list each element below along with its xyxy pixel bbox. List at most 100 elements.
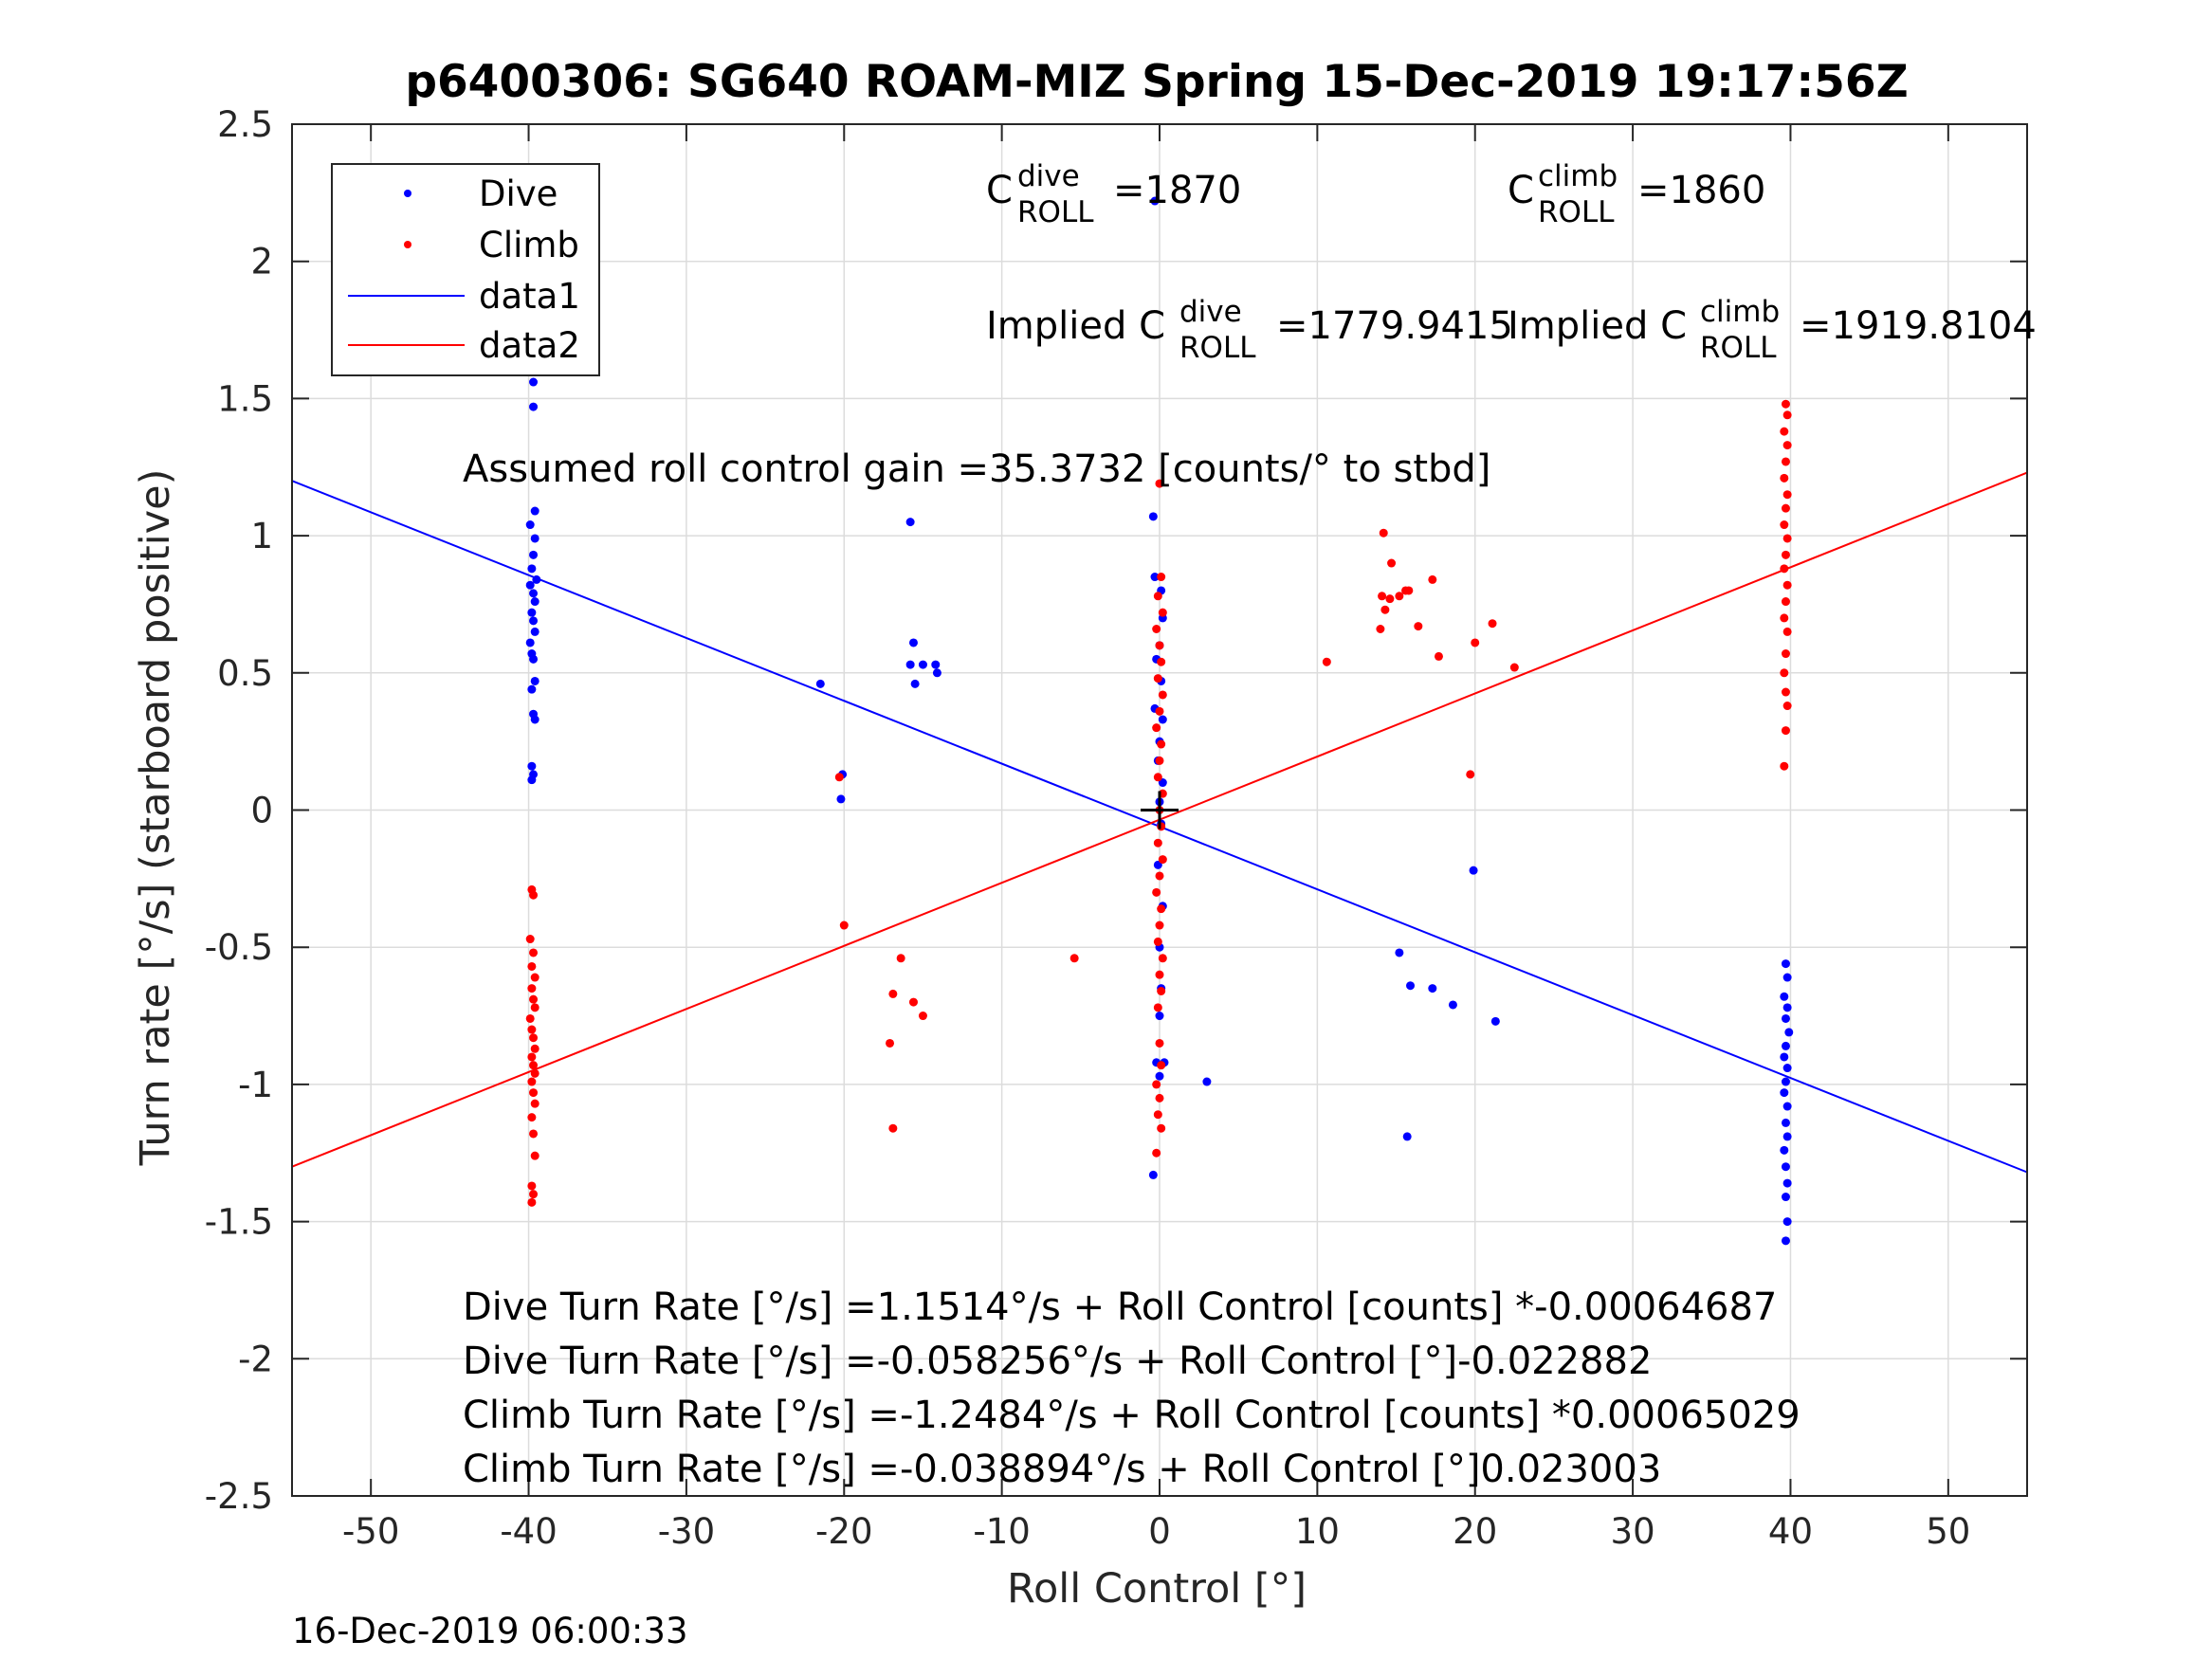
dive-point [905,660,915,669]
climb-point [1158,608,1167,617]
climb-point [1509,663,1519,672]
legend-climb-label: Climb [479,225,579,265]
implied-climb-value: =1919.8104 [1800,304,2037,348]
dive-point [1406,981,1416,991]
climb-point [1155,1093,1164,1103]
climb-point [1152,1148,1161,1158]
climb-point [527,1077,537,1086]
dive-point [1782,1217,1792,1227]
climb-point [1782,490,1792,500]
climb-point [1401,586,1411,595]
legend: Dive Climb data1 data2 [331,163,600,376]
data-points [525,196,1794,1246]
dive-point [527,564,537,574]
y-axis-label: Turn rate [°/s] (starboard positive) [132,469,179,1167]
climb-point [896,954,905,963]
climb-point [1782,410,1792,420]
c-dive-value: =1870 [1113,169,1241,212]
climb-point [1387,558,1397,568]
climb-point [1488,619,1497,629]
dive-point [1781,1013,1790,1023]
legend-box [331,163,600,376]
dive-point [529,589,539,598]
x-tick-label: 20 [1453,1511,1497,1552]
c-climb-sup: climb [1538,159,1618,193]
climb-point [1780,564,1789,574]
dive-point [530,715,539,724]
y-tick-label: 0.5 [217,653,273,694]
legend-data1-label: data1 [479,276,580,317]
dive-point [836,794,846,804]
equation-1: Dive Turn Rate [°/s] =1.1514°/s + Roll C… [463,1285,1777,1329]
climb-point [1380,605,1390,614]
y-tick-label: -0.5 [205,927,273,968]
dive-point [1148,512,1158,521]
equation-2: Dive Turn Rate [°/s] =-0.058256°/s + Rol… [463,1340,1652,1383]
climb-point [527,1113,537,1122]
c-dive-sup: dive [1017,159,1080,193]
dive-point [1428,984,1437,994]
dive-point [1150,573,1160,582]
dive-point [1780,992,1789,1001]
y-tick-label: 2 [250,242,273,283]
dive-point [1780,1145,1789,1155]
legend-dive-marker [404,190,411,197]
dive-point [530,506,539,516]
dive-point [525,638,535,647]
climb-point [1157,1061,1166,1070]
climb-point [1157,987,1166,996]
dive-point [1781,959,1790,969]
climb-point [1780,613,1789,623]
climb-point [1780,427,1789,436]
dive-point [1784,1028,1794,1037]
climb-point [1781,457,1790,466]
climb-point [1379,528,1388,538]
implied-dive-annotation: Implied C dive ROLL =1779.9415 [986,295,1513,365]
gain-annotation: Assumed roll control gain =35.3732 [coun… [463,447,1490,491]
x-tick-label: -10 [973,1511,1030,1552]
dive-point [1155,1012,1164,1021]
climb-point [1780,761,1789,771]
climb-point [1378,592,1387,601]
climb-point [530,1099,539,1108]
climb-point [527,1181,537,1191]
climb-point [1158,855,1167,865]
c-climb-sub: ROLL [1538,195,1615,229]
x-tick-label: 30 [1611,1511,1655,1552]
climb-point [1157,573,1166,582]
x-tick-label: 40 [1768,1511,1813,1552]
climb-point [1781,687,1790,697]
dive-point [1150,196,1160,206]
legend-climb-marker [404,241,411,248]
climb-point [1158,954,1167,963]
climb-point [1781,399,1790,409]
dive-point [1395,948,1404,957]
dive-point [525,520,535,530]
y-tick-label: -2 [238,1339,273,1379]
dive-point [1781,1041,1790,1050]
dive-point [1782,1003,1792,1012]
climb-point [529,1129,539,1139]
dive-point [815,679,825,688]
climb-point [529,948,539,957]
dive-point [908,638,918,647]
x-tick-label: -30 [658,1511,715,1552]
dive-point [1782,1178,1792,1188]
x-tick-label: 10 [1295,1511,1340,1552]
implied-climb-annotation: Implied C climb ROLL =1919.8104 [1508,295,2037,365]
dive-point [527,761,537,771]
dive-point [525,580,535,590]
climb-point [1152,624,1161,633]
dive-point [1782,1064,1792,1073]
climb-point [1466,770,1475,779]
x-tick-label: -40 [500,1511,557,1552]
climb-point [525,1013,535,1023]
climb-point [1395,592,1404,601]
climb-point [1157,1123,1166,1133]
climb-point [1155,970,1164,979]
axis-ticks: -50 -40 -30 -20 -10 0 10 20 30 40 50 2.5 2 1.5 1 0.5 0 -0… [205,104,2027,1552]
climb-point [1781,726,1790,736]
climb-point [527,1052,537,1062]
dive-point [1782,1132,1792,1141]
climb-point [530,973,539,982]
